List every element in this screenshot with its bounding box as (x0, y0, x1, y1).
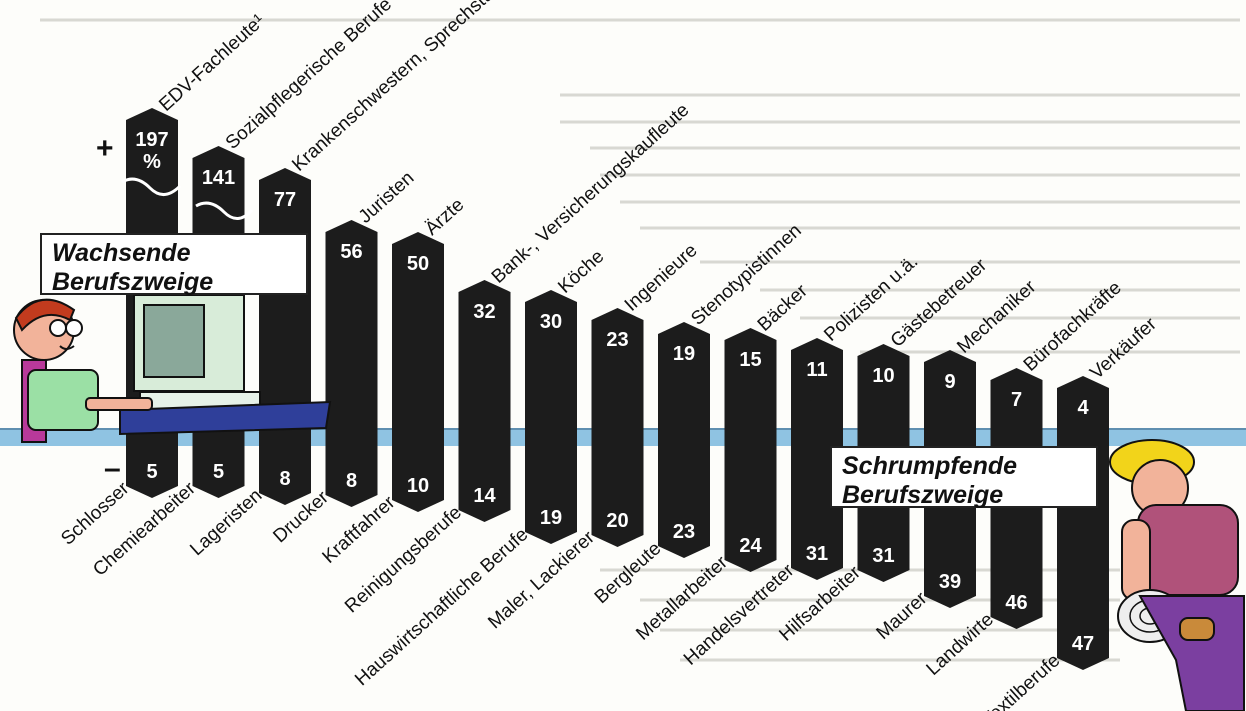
minus-sign: – (104, 452, 121, 485)
growth-category-label: Ingenieure (621, 240, 702, 316)
growth-category-label: Verkäufer (1086, 313, 1161, 383)
growth-category-label: Juristen (355, 168, 418, 228)
profession-bar (724, 328, 777, 572)
shrink-value: 31 (806, 543, 828, 565)
profession-bar (658, 322, 710, 558)
shrink-value: 23 (673, 521, 695, 543)
growth-value: 15 (739, 349, 761, 371)
profession-bar (591, 308, 644, 547)
shrink-value: 46 (1005, 592, 1027, 614)
shrink-value: 10 (407, 475, 429, 497)
growth-value: 23 (606, 329, 628, 351)
growth-value: 32 (473, 301, 495, 323)
growing-label-line2: Berufszweige (52, 268, 214, 296)
profession-bar (458, 280, 511, 522)
shrink-value: 31 (872, 545, 894, 567)
shrink-category-label: Maurer (873, 588, 932, 644)
shrink-value: 5 (146, 461, 157, 483)
growth-category-label: Ärzte (421, 194, 468, 239)
growth-category-label: EDV-Fachleute¹ (155, 10, 269, 115)
shrink-value: 20 (606, 510, 628, 532)
shrink-category-label: Bergleute (591, 538, 666, 608)
growth-value: 30 (540, 311, 562, 333)
growing-professions-label: Wachsende Berufszweige (40, 233, 308, 296)
growth-category-label: Köche (554, 246, 608, 298)
shrink-value: 5 (213, 461, 224, 483)
growth-value: 4 (1077, 397, 1089, 419)
shrink-category-label: Textilberufe (978, 650, 1064, 711)
profession-bar (392, 232, 444, 512)
computer-user-illustration (13, 294, 332, 443)
growth-value: 7 (1011, 389, 1022, 411)
growth-value: 197 (135, 129, 168, 151)
profession-bar (325, 220, 378, 507)
shrink-value: 8 (279, 468, 290, 490)
growth-value: 141 (202, 167, 235, 189)
shrink-value: 47 (1072, 633, 1094, 655)
growth-value: 19 (673, 343, 695, 365)
axis-break-mark (195, 201, 254, 220)
shrink-value: 19 (540, 507, 562, 529)
growth-value: 56 (340, 241, 362, 263)
profession-bar (1057, 376, 1109, 670)
growth-value: 9 (944, 371, 955, 393)
growth-value: 10 (872, 365, 894, 387)
growth-value: 77 (274, 189, 296, 211)
growth-category-label: Krankenschwestern, Sprechstundenhelfer (288, 0, 565, 176)
shrinking-label-line2: Berufszweige (842, 481, 1004, 509)
shrink-value: 24 (739, 535, 762, 557)
growth-unit: % (143, 151, 161, 173)
shrink-category-label: Lageristen (186, 485, 266, 560)
growth-value: 50 (407, 253, 429, 275)
profession-bar (791, 338, 843, 580)
shrink-category-label: Landwirte (923, 609, 998, 680)
shrink-value: 14 (473, 485, 496, 507)
worker-illustration (1109, 439, 1245, 711)
growing-label-line1: Wachsende (52, 239, 191, 267)
shrink-value: 8 (346, 470, 357, 492)
growth-category-label: Bäcker (754, 280, 812, 336)
shrinking-professions-label: Schrumpfende Berufszweige (830, 446, 1098, 509)
axis-break-mark (121, 177, 182, 196)
profession-bar (525, 290, 577, 544)
growth-value: 11 (806, 359, 827, 381)
profession-bar (259, 168, 311, 505)
plus-sign: + (96, 132, 114, 165)
shrink-value: 39 (939, 571, 961, 593)
shrinking-label-line1: Schrumpfende (842, 452, 1018, 480)
